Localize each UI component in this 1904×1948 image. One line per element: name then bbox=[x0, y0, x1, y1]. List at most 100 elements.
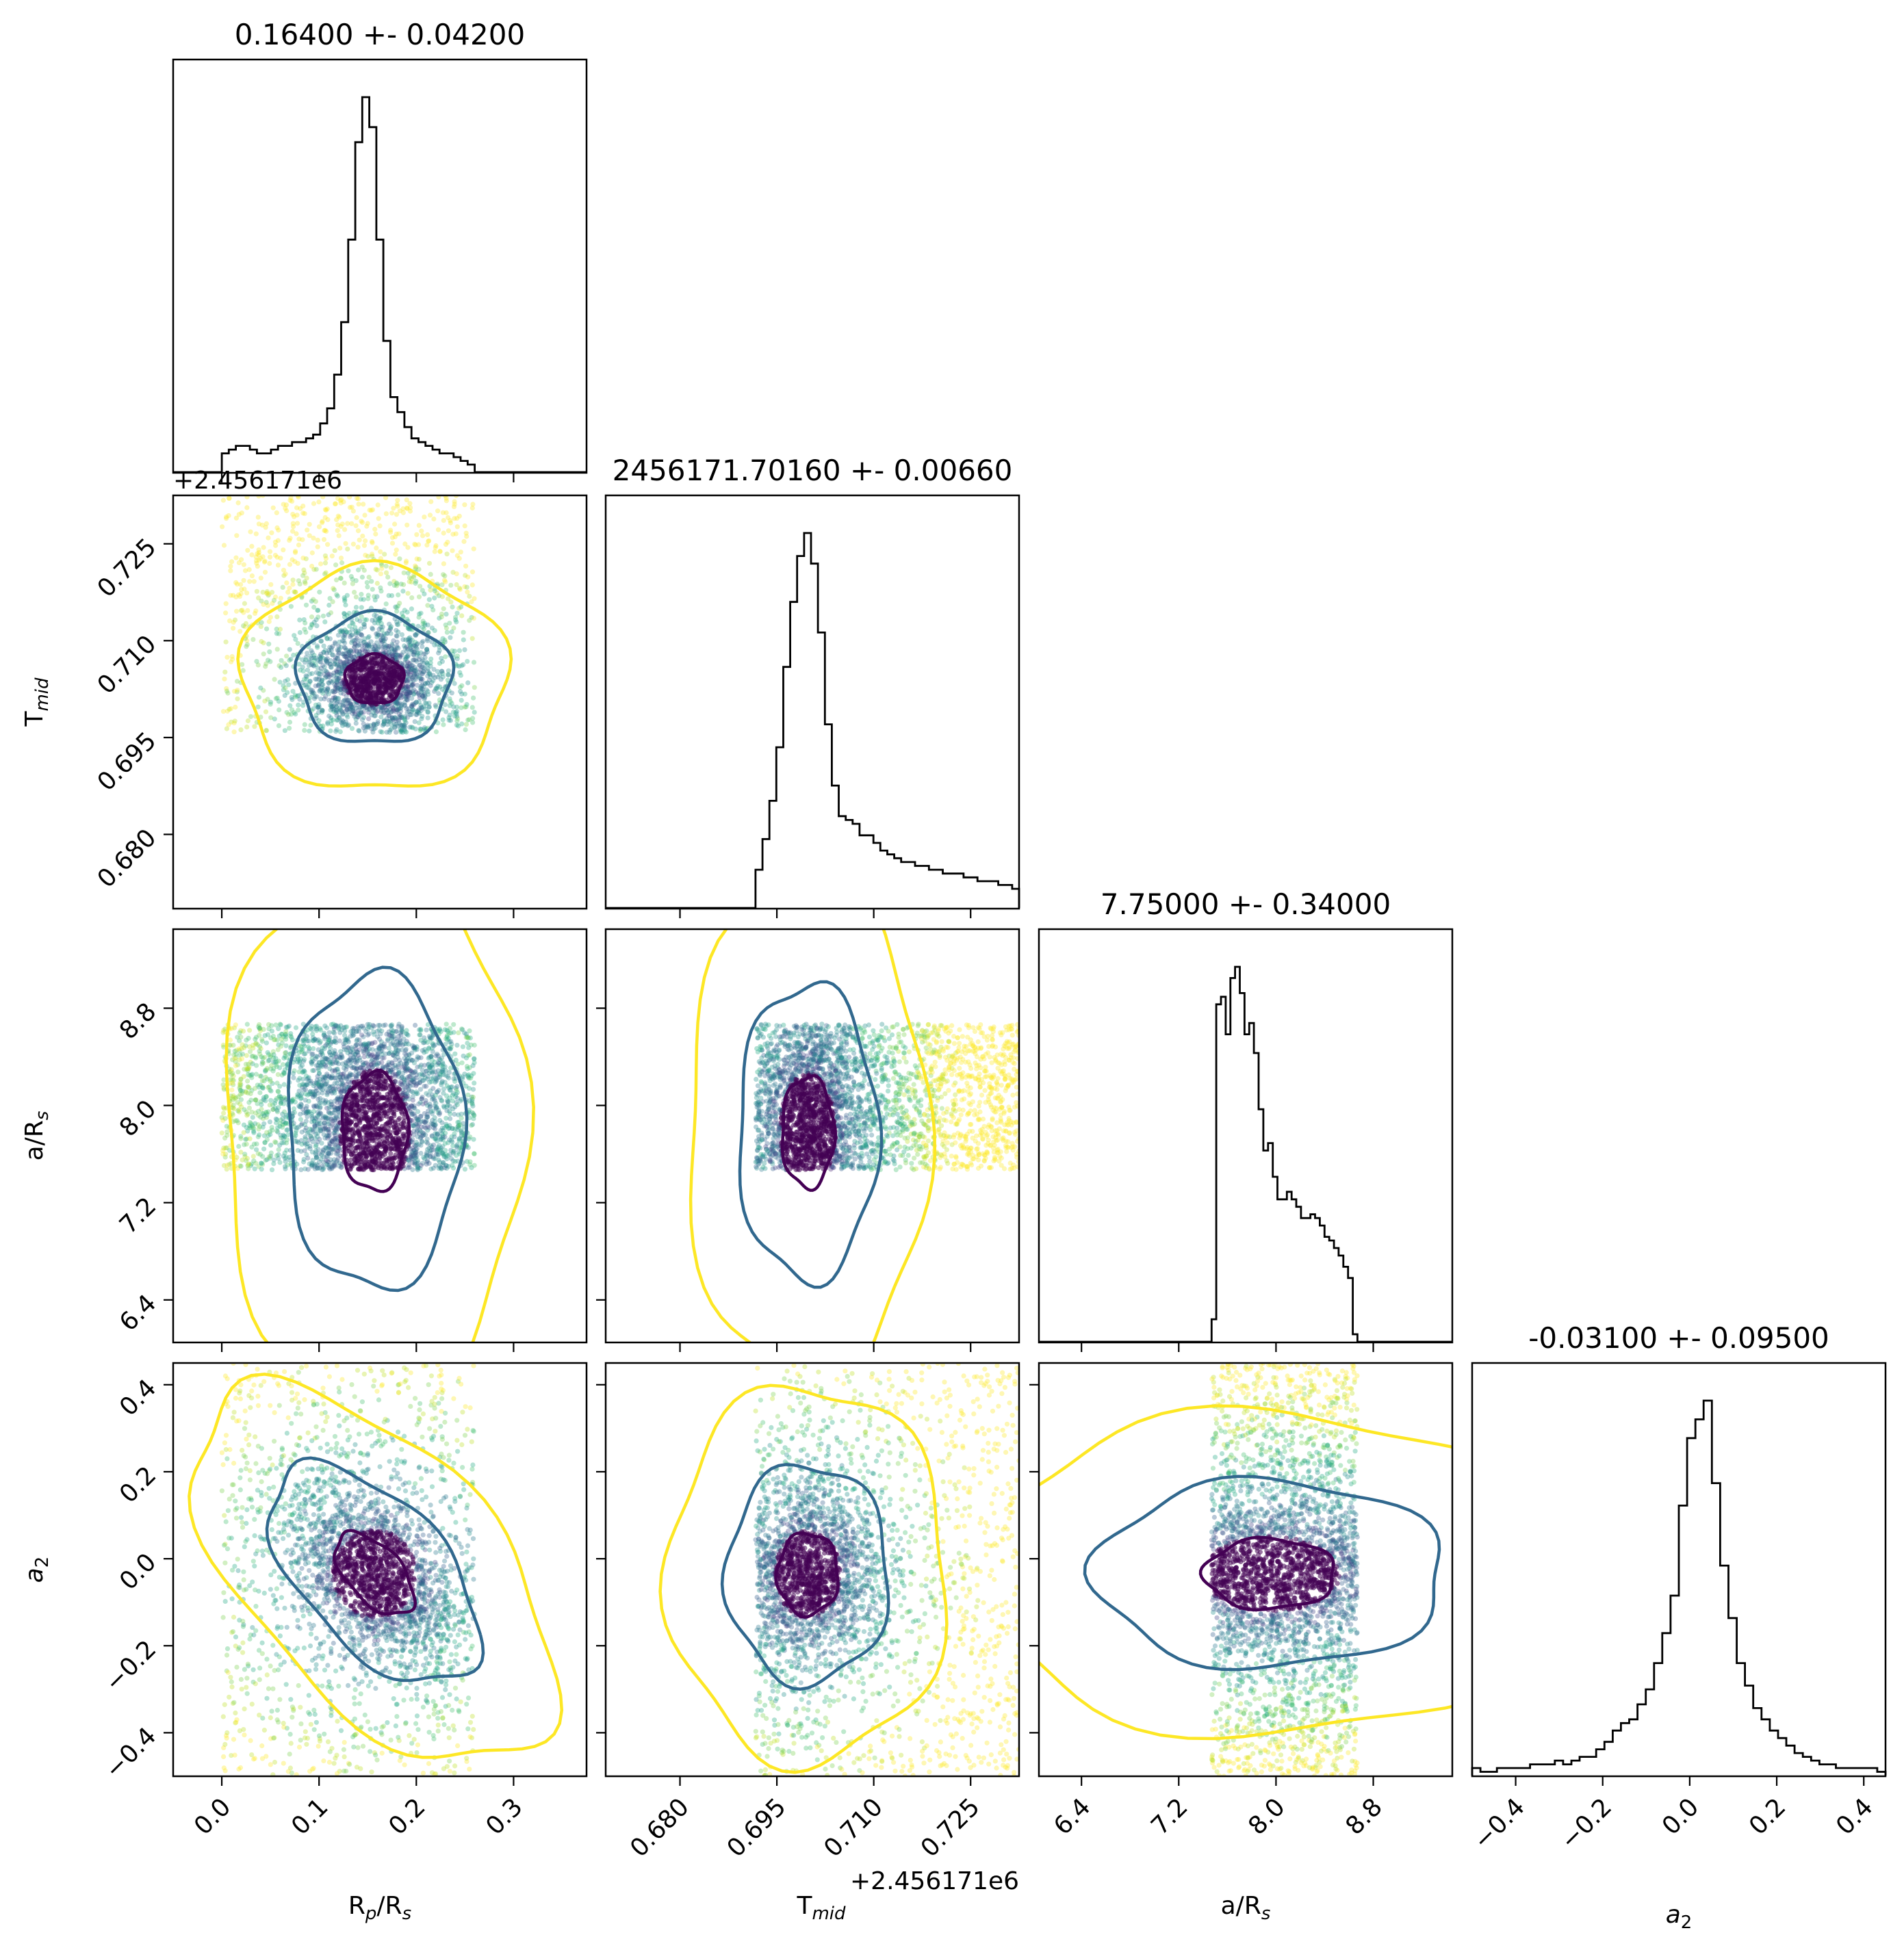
sample-point bbox=[342, 598, 348, 604]
sample-point bbox=[320, 688, 325, 694]
sample-point bbox=[449, 690, 454, 696]
sample-point bbox=[421, 669, 426, 675]
sample-point bbox=[344, 706, 350, 712]
sample-point bbox=[266, 535, 271, 541]
sample-point bbox=[346, 648, 351, 653]
sample-point bbox=[421, 1154, 426, 1160]
sample-point bbox=[322, 1036, 328, 1041]
sample-point bbox=[380, 705, 385, 711]
sample-point bbox=[244, 1136, 249, 1142]
sample-point bbox=[391, 705, 396, 711]
sample-point bbox=[414, 652, 420, 658]
sample-point bbox=[383, 649, 389, 654]
sample-point bbox=[384, 1063, 389, 1069]
sample-point bbox=[252, 724, 257, 729]
sample-point bbox=[378, 729, 383, 734]
sample-point bbox=[376, 644, 381, 649]
sample-point bbox=[363, 1042, 369, 1048]
sample-point bbox=[292, 1056, 298, 1062]
sample-point bbox=[431, 1122, 437, 1128]
sample-point bbox=[392, 1050, 398, 1055]
sample-point bbox=[316, 1070, 322, 1076]
sample-point bbox=[256, 1085, 261, 1090]
sample-point bbox=[333, 562, 339, 568]
sample-point bbox=[361, 661, 366, 666]
sample-point bbox=[412, 1045, 417, 1050]
sample-point bbox=[419, 1096, 424, 1102]
sample-point bbox=[354, 1049, 359, 1054]
sample-point bbox=[254, 558, 259, 564]
sample-point bbox=[331, 688, 336, 694]
sample-point bbox=[331, 709, 337, 714]
sample-point bbox=[345, 697, 350, 703]
sample-point bbox=[417, 1165, 423, 1171]
sample-point bbox=[459, 1130, 465, 1136]
sample-point bbox=[283, 1050, 288, 1056]
sample-point bbox=[309, 1027, 315, 1033]
sample-point bbox=[266, 1052, 272, 1057]
sample-point bbox=[469, 636, 475, 641]
sample-point bbox=[375, 1052, 381, 1057]
sample-point bbox=[389, 593, 395, 599]
sample-point bbox=[446, 1140, 451, 1145]
sample-point bbox=[327, 1050, 333, 1056]
sample-point bbox=[340, 1082, 346, 1087]
sample-point bbox=[335, 1100, 340, 1106]
sample-point bbox=[331, 673, 337, 679]
sample-point bbox=[385, 1063, 390, 1068]
sample-point bbox=[381, 1064, 386, 1069]
sample-point bbox=[406, 1067, 412, 1072]
sample-point bbox=[357, 675, 363, 681]
sample-point bbox=[388, 710, 394, 715]
sample-point bbox=[358, 638, 363, 644]
sample-point bbox=[411, 642, 417, 648]
sample-point bbox=[346, 649, 352, 655]
sample-point bbox=[434, 1077, 439, 1082]
sample-point bbox=[352, 1065, 357, 1071]
sample-point bbox=[408, 1068, 413, 1074]
sample-point bbox=[329, 1166, 335, 1171]
sample-point bbox=[440, 717, 446, 723]
sample-point bbox=[350, 711, 355, 716]
sample-point bbox=[275, 1129, 281, 1135]
sample-point bbox=[223, 601, 229, 606]
sample-point bbox=[332, 1090, 337, 1095]
sample-point bbox=[430, 1049, 436, 1054]
sample-point bbox=[465, 659, 470, 664]
sample-point bbox=[285, 712, 292, 717]
sample-point bbox=[326, 1128, 331, 1134]
sample-point bbox=[385, 718, 391, 724]
sample-point bbox=[443, 1152, 449, 1157]
sample-point bbox=[409, 667, 415, 673]
sample-point bbox=[280, 1122, 285, 1128]
sample-point bbox=[379, 1028, 385, 1034]
sample-point bbox=[229, 559, 235, 564]
sample-point bbox=[393, 700, 398, 705]
sample-point bbox=[336, 664, 342, 670]
sample-point bbox=[412, 1113, 417, 1119]
sample-point bbox=[306, 1130, 311, 1135]
sample-point bbox=[335, 1106, 341, 1112]
sample-point bbox=[415, 1165, 421, 1171]
sample-point bbox=[306, 685, 311, 691]
sample-point bbox=[262, 1140, 268, 1145]
sample-point bbox=[398, 1061, 404, 1066]
sample-point bbox=[403, 688, 409, 694]
sample-point bbox=[394, 531, 399, 537]
sample-point bbox=[366, 1052, 372, 1057]
sample-point bbox=[467, 1086, 472, 1091]
sample-point bbox=[304, 684, 310, 690]
sample-point bbox=[444, 1033, 450, 1039]
sample-point bbox=[359, 704, 364, 710]
sample-point bbox=[322, 664, 327, 670]
sample-point bbox=[381, 631, 387, 637]
sample-point bbox=[318, 1063, 323, 1069]
sample-point bbox=[417, 1076, 423, 1082]
sample-point bbox=[444, 1027, 450, 1033]
sample-point bbox=[412, 671, 417, 677]
sample-point bbox=[365, 1062, 371, 1067]
sample-point bbox=[433, 1080, 438, 1085]
sample-point bbox=[315, 1134, 320, 1139]
sample-point bbox=[272, 539, 278, 545]
sample-point bbox=[283, 1050, 289, 1055]
